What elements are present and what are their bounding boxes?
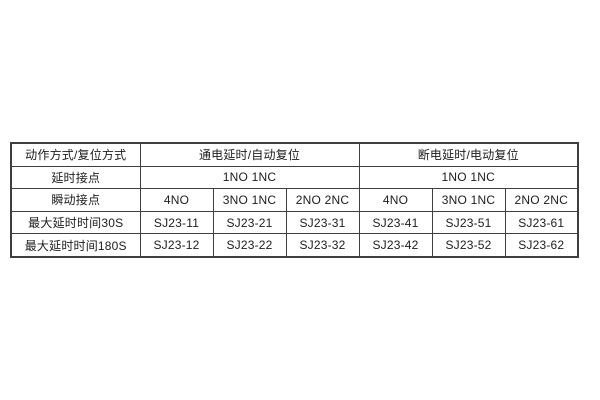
table-row-max-delay-180s: 最大延时时间180S SJ23-12 SJ23-22 SJ23-32 SJ23-… [10,233,579,258]
row-header-max-delay-180s: 最大延时时间180S [10,233,141,258]
row-header-max-delay-30s: 最大延时时间30S [10,210,141,235]
cell-model-sj23-12: SJ23-12 [139,233,214,258]
cell-model-sj23-32: SJ23-32 [285,233,360,258]
cell-model-sj23-51: SJ23-51 [431,210,506,235]
cell-instant-contacts-3: 2NO 2NC [285,188,360,212]
cell-instant-contacts-6: 2NO 2NC [504,188,579,212]
cell-model-sj23-21: SJ23-21 [212,210,287,235]
cell-instant-contacts-1: 4NO [139,188,214,212]
cell-instant-contacts-5: 3NO 1NC [431,188,506,212]
cell-instant-contacts-2: 3NO 1NC [212,188,287,212]
cell-model-sj23-41: SJ23-41 [358,210,433,235]
cell-model-sj23-31: SJ23-31 [285,210,360,235]
cell-model-sj23-22: SJ23-22 [212,233,287,258]
table-row-action-mode: 动作方式/复位方式 通电延时/自动复位 断电延时/电动复位 [10,142,579,167]
cell-model-sj23-62: SJ23-62 [504,233,579,258]
table-row-instant-contacts: 瞬动接点 4NO 3NO 1NC 2NO 2NC 4NO 3NO 1NC 2NO… [10,188,579,212]
group-header-power-on-delay-auto-reset: 通电延时/自动复位 [139,142,360,167]
cell-model-sj23-52: SJ23-52 [431,233,506,258]
table-row-delay-contacts: 延时接点 1NO 1NC 1NO 1NC [10,165,579,190]
row-header-action-reset-mode: 动作方式/复位方式 [10,142,141,167]
cell-delay-contacts-group1: 1NO 1NC [139,165,360,190]
row-header-delay-contacts: 延时接点 [10,165,141,190]
table-row-max-delay-30s: 最大延时时间30S SJ23-11 SJ23-21 SJ23-31 SJ23-4… [10,210,579,235]
cell-model-sj23-11: SJ23-11 [139,210,214,235]
cell-model-sj23-42: SJ23-42 [358,233,433,258]
row-header-instant-contacts: 瞬动接点 [10,188,141,212]
cell-model-sj23-61: SJ23-61 [504,210,579,235]
cell-instant-contacts-4: 4NO [358,188,433,212]
group-header-power-off-delay-electric-reset: 断电延时/电动复位 [358,142,579,167]
cell-delay-contacts-group2: 1NO 1NC [358,165,579,190]
relay-spec-table: 动作方式/复位方式 通电延时/自动复位 断电延时/电动复位 延时接点 1NO 1… [10,142,580,258]
